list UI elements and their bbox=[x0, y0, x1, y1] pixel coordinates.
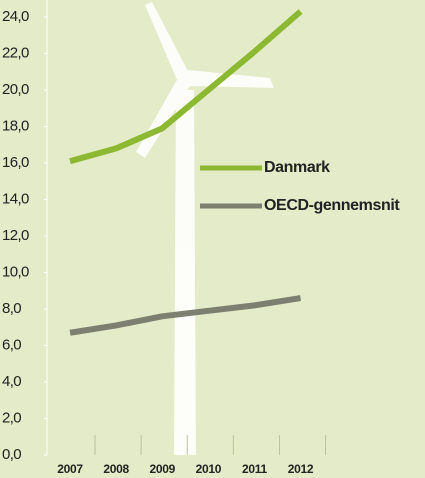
x-tick-label: 2007 bbox=[57, 462, 83, 476]
y-tick-label: 16,0 bbox=[2, 154, 29, 171]
turbine-blade bbox=[145, 2, 190, 82]
y-tick-label: 10,0 bbox=[2, 263, 29, 280]
series-line bbox=[69, 9, 303, 165]
x-tick-label: 2010 bbox=[196, 462, 222, 476]
x-tick-label: 2008 bbox=[103, 462, 129, 476]
y-tick-label: 14,0 bbox=[2, 190, 29, 207]
turbine-blade bbox=[136, 78, 190, 158]
y-tick-label: 2,0 bbox=[2, 409, 21, 426]
x-tick-label: 2011 bbox=[242, 462, 267, 476]
y-tick-label: 8,0 bbox=[2, 300, 21, 317]
series-line bbox=[69, 295, 302, 336]
y-tick-label: 6,0 bbox=[2, 336, 21, 353]
wind-turbine bbox=[136, 2, 274, 455]
turbine-blade bbox=[188, 70, 274, 88]
turbine-hub bbox=[177, 72, 193, 88]
legend-label: OECD-gennemsnit bbox=[264, 197, 400, 214]
y-tick-label: 12,0 bbox=[2, 227, 29, 244]
y-tick-label: 18,0 bbox=[2, 117, 29, 134]
y-tick-label: 4,0 bbox=[2, 373, 21, 390]
legend-label: Danmark bbox=[264, 159, 330, 176]
y-tick-label: 20,0 bbox=[2, 81, 29, 98]
y-tick-label: 0,0 bbox=[2, 446, 21, 463]
turbine-tower bbox=[174, 90, 196, 455]
x-tick-label: 2012 bbox=[288, 462, 314, 476]
y-tick-label: 22,0 bbox=[2, 44, 29, 61]
x-tick-label: 2009 bbox=[149, 462, 175, 476]
y-tick-label: 24,0 bbox=[2, 8, 29, 25]
